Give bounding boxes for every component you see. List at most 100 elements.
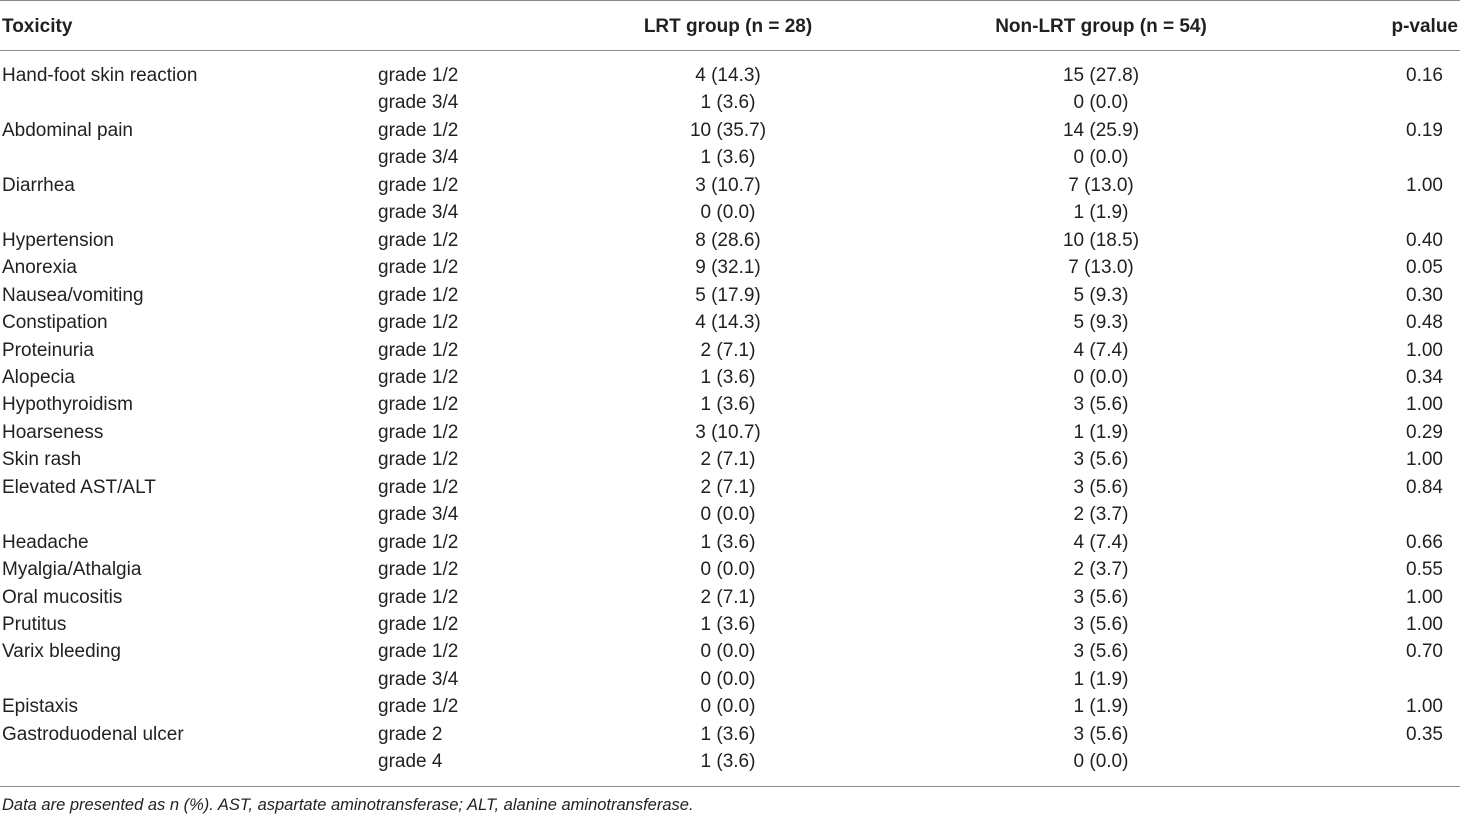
non-lrt-cell: 0 (0.0) [1073,366,1129,388]
toxicity-cell: Alopecia [2,366,75,388]
non-lrt-cell: 10 (18.5) [1062,229,1140,251]
p-cell: 0.70 [1406,641,1443,663]
p-cell: 0.66 [1406,531,1443,553]
toxicity-cell: Hypertension [2,229,114,251]
p-cell: 0.34 [1406,366,1443,388]
p-cell: 0.19 [1406,119,1443,141]
grade-cell: grade 1/2 [378,449,459,471]
p-cell: 0.40 [1406,229,1443,251]
toxicity-cell: Abdominal pain [2,119,133,141]
p-cell: 1.00 [1406,339,1443,361]
lrt-cell: 2 (7.1) [700,586,756,608]
grade-cell: grade 1/2 [378,614,459,635]
grade-cell: grade 1/2 [378,119,459,141]
lrt-cell: 1 (3.6) [700,723,756,745]
grade-cell: grade 3/4 [378,668,459,690]
toxicity-cell: Myalgia/Athalgia [2,559,142,581]
toxicity-cell: Prutitus [2,614,67,635]
p-cell: 0.84 [1406,476,1443,498]
header-rule [0,50,1460,51]
toxicity-cell: Elevated AST/ALT [2,476,156,498]
top-rule [0,0,1460,1]
non-lrt-cell: 5 (9.3) [1073,284,1129,306]
grade-cell: grade 1/2 [378,339,459,361]
lrt-cell: 2 (7.1) [700,449,756,471]
grade-cell: grade 1/2 [378,312,459,334]
non-lrt-cell: 0 (0.0) [1073,751,1129,773]
non-lrt-cell: 0 (0.0) [1073,92,1129,114]
non-lrt-cell: 7 (13.0) [1068,174,1134,196]
toxicity-cell: Anorexia [2,257,77,279]
lrt-cell: 1 (3.6) [700,366,756,388]
toxicity-cell: Constipation [2,312,108,334]
grade-cell: grade 1/2 [378,284,459,306]
lrt-cell: 1 (3.6) [700,147,756,169]
toxicity-cell: Hoarseness [2,421,104,443]
p-cell: 1.00 [1406,696,1443,718]
lrt-cell: 4 (14.3) [695,312,761,334]
grade-cell: grade 1/2 [378,257,459,279]
grade-cell: grade 1/2 [378,559,459,581]
toxicity-cell: Gastroduodenal ulcer [2,723,184,745]
grade-cell: grade 3/4 [378,147,459,169]
non-lrt-cell: 3 (5.6) [1073,476,1129,498]
non-lrt-cell: 1 (1.9) [1073,668,1129,690]
lrt-cell: 2 (7.1) [700,339,756,361]
lrt-cell: 3 (10.7) [695,174,761,196]
grade-cell: grade 1/2 [378,394,459,416]
header-cell: p-value [1391,16,1458,37]
toxicity-cell: Headache [2,531,89,553]
p-cell: 1.00 [1406,614,1443,635]
toxicity-cell: Hypothyroidism [2,394,133,416]
grade-cell: grade 1/2 [378,476,459,498]
non-lrt-cell: 15 (27.8) [1062,65,1140,86]
grade-cell: grade 1/2 [378,174,459,196]
non-lrt-cell: 0 (0.0) [1073,147,1129,169]
grade-cell: grade 1/2 [378,586,459,608]
p-cell: 1.00 [1406,586,1443,608]
footnote: Data are presented as n (%). AST, aspart… [2,796,694,814]
non-lrt-cell: 3 (5.6) [1073,586,1129,608]
lrt-cell: 1 (3.6) [700,394,756,416]
non-lrt-cell: 3 (5.6) [1073,614,1129,635]
lrt-cell: 0 (0.0) [700,504,756,526]
p-cell: 0.35 [1406,723,1443,745]
p-cell: 0.16 [1406,65,1443,86]
lrt-cell: 10 (35.7) [689,119,767,141]
lrt-cell: 4 (14.3) [695,65,761,86]
p-cell: 0.29 [1406,421,1443,443]
p-cell: 1.00 [1406,449,1443,471]
lrt-cell: 1 (3.6) [700,614,756,635]
non-lrt-cell: 3 (5.6) [1073,449,1129,471]
non-lrt-cell: 1 (1.9) [1073,421,1129,443]
toxicity-cell: Proteinuria [2,339,94,361]
non-lrt-cell: 3 (5.6) [1073,723,1129,745]
non-lrt-cell: 14 (25.9) [1062,119,1140,141]
p-cell: 1.00 [1406,394,1443,416]
p-cell: 0.30 [1406,284,1443,306]
lrt-cell: 0 (0.0) [700,641,756,663]
bottom-rule [0,786,1460,787]
toxicity-cell: Varix bleeding [2,641,122,663]
toxicity-cell: Nausea/vomiting [2,284,144,306]
lrt-cell: 0 (0.0) [700,202,756,224]
toxicity-cell: Epistaxis [2,696,79,718]
toxicity-cell: Hand-foot skin reaction [2,65,198,86]
p-cell: 0.48 [1406,312,1443,334]
grade-cell: grade 1/2 [378,531,459,553]
lrt-cell: 1 (3.6) [700,92,756,114]
non-lrt-cell: 4 (7.4) [1073,531,1129,553]
toxicity-cell: Skin rash [2,449,82,471]
grade-cell: grade 3/4 [378,202,459,224]
grade-cell: grade 1/2 [378,421,459,443]
lrt-cell: 8 (28.6) [695,229,761,251]
p-cell: 1.00 [1406,174,1443,196]
grade-cell: grade 3/4 [378,504,459,526]
lrt-cell: 0 (0.0) [700,696,756,718]
lrt-cell: 5 (17.9) [695,284,761,306]
grade-cell: grade 1/2 [378,366,459,388]
toxicity-cell: Diarrhea [2,174,75,196]
p-cell: 0.55 [1406,559,1443,581]
toxicity-cell: Oral mucositis [2,586,123,608]
grade-cell: grade 4 [378,751,443,773]
